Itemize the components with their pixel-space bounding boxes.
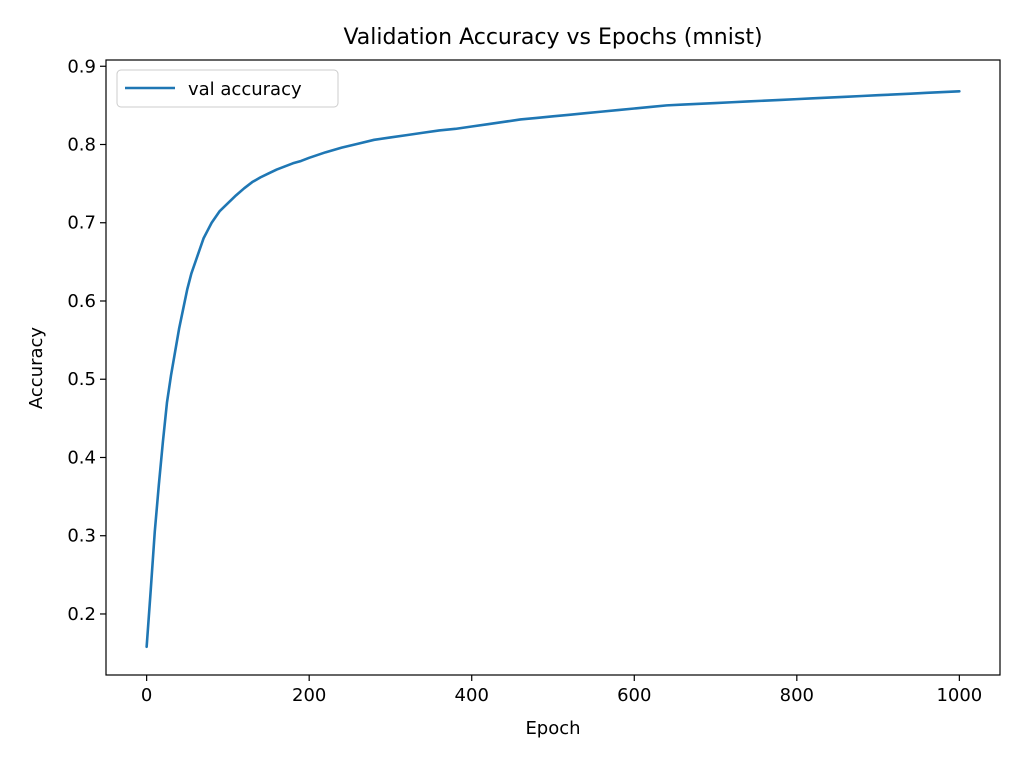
x-tick-label: 800 (780, 685, 814, 706)
x-tick-label: 600 (617, 685, 651, 706)
series-line-val-accuracy (145, 90, 961, 649)
y-tick-label: 0.9 (67, 56, 96, 77)
x-tick-label: 0 (141, 685, 152, 706)
x-axis-label: Epoch (525, 718, 580, 739)
y-axis-label: Accuracy (26, 327, 47, 410)
y-tick-label: 0.8 (67, 135, 96, 156)
legend-label: val accuracy (188, 79, 302, 100)
x-axis-ticks: 0 200 400 600 800 1000 (141, 675, 982, 706)
y-tick-label: 0.5 (67, 369, 96, 390)
plot-area (105, 59, 1001, 676)
y-tick-label: 0.7 (67, 213, 96, 234)
chart-title: Validation Accuracy vs Epochs (mnist) (343, 25, 762, 50)
y-tick-label: 0.4 (67, 447, 96, 468)
plot-frame (105, 59, 1001, 676)
y-tick-label: 0.6 (67, 291, 96, 312)
series-layer (145, 90, 961, 649)
y-tick-label: 0.3 (67, 526, 96, 547)
x-tick-label: 1000 (936, 685, 982, 706)
legend: val accuracy (116, 69, 339, 108)
legend-box (116, 69, 339, 108)
y-tick-label: 0.2 (67, 604, 96, 625)
x-tick-label: 200 (292, 685, 326, 706)
y-axis-ticks: 0.2 0.3 0.4 0.5 0.6 0.7 0.8 0.9 (67, 56, 106, 625)
x-tick-label: 400 (455, 685, 489, 706)
